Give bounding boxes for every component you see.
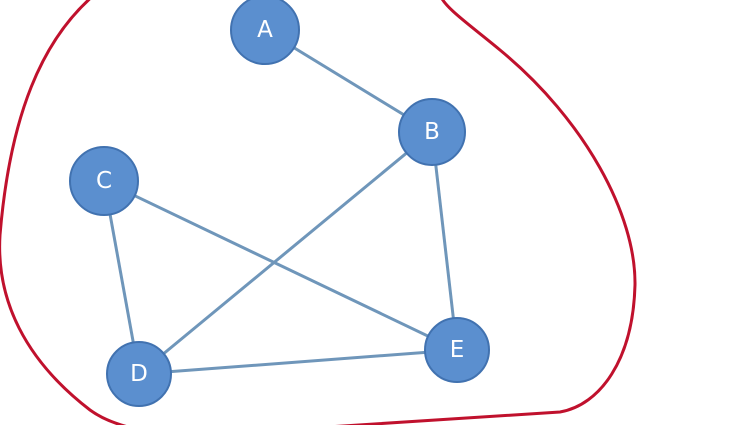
edges-layer [102, 28, 459, 376]
node-circle-d [106, 341, 172, 407]
edge-d-e [138, 348, 458, 376]
edge-b-d [138, 130, 433, 376]
node-circle-e [424, 317, 490, 383]
node-label-e: E [450, 337, 465, 363]
node-c: C [69, 146, 139, 216]
node-circle-c [69, 146, 139, 216]
edge-b-e [430, 131, 459, 351]
edge-c-e [103, 179, 458, 352]
node-label-d: D [130, 361, 148, 387]
node-d: D [106, 341, 172, 407]
node-circle-b [398, 98, 466, 166]
nodes-layer: A B C D E [69, 0, 490, 407]
node-circle-a [230, 0, 300, 65]
node-label-b: B [424, 119, 440, 145]
boundary-curve [0, 0, 637, 425]
node-a: A [230, 0, 300, 65]
node-label-a: A [257, 17, 273, 43]
node-e: E [424, 317, 490, 383]
node-label-c: C [96, 168, 112, 194]
node-b: B [398, 98, 466, 166]
